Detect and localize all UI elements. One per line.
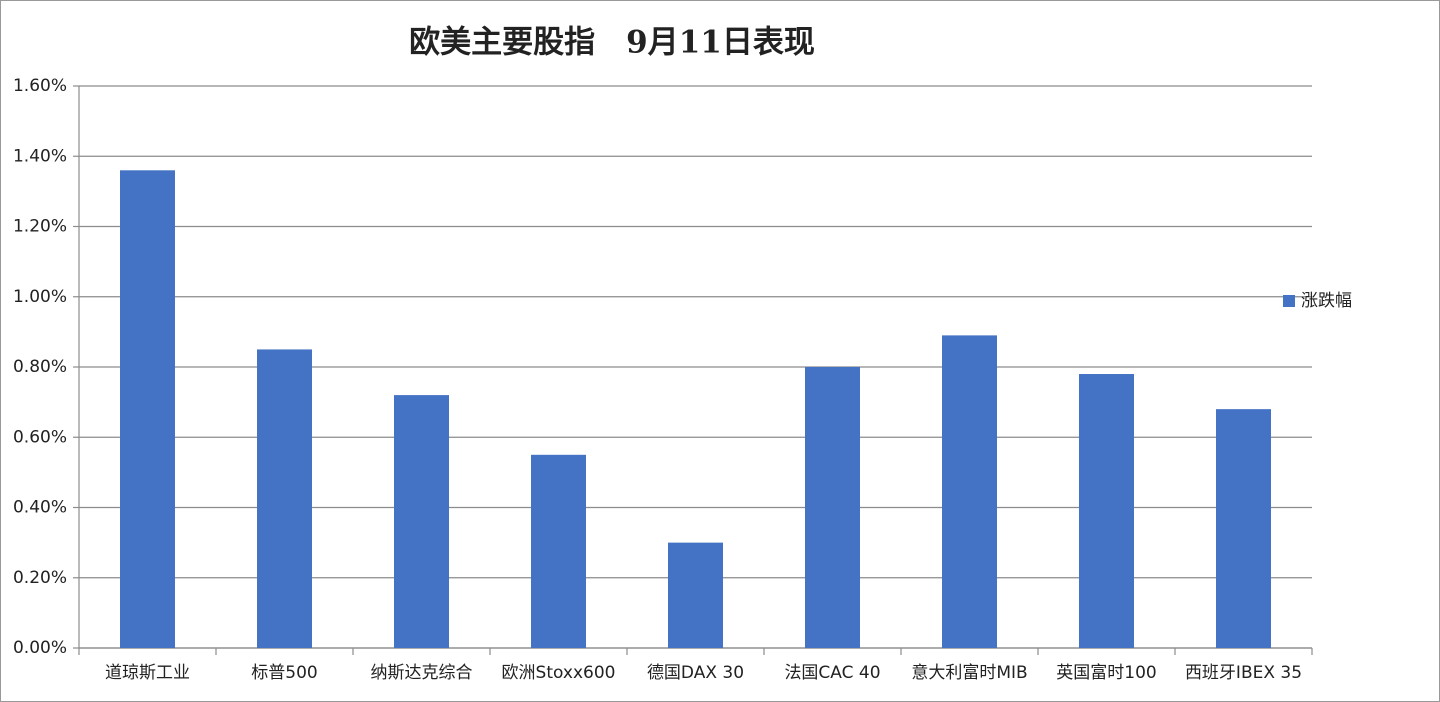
x-tick-label: 法国CAC 40	[784, 663, 880, 683]
x-tick-label: 纳斯达克综合	[371, 663, 473, 683]
y-tick-label: 0.20%	[13, 568, 67, 588]
x-tick-label: 英国富时100	[1056, 663, 1156, 683]
y-tick-label: 1.40%	[13, 146, 67, 166]
bar	[257, 349, 312, 648]
y-tick-label: 0.60%	[13, 427, 67, 447]
legend-swatch	[1283, 295, 1295, 307]
bar	[394, 395, 449, 648]
bar	[120, 170, 175, 649]
bar	[805, 367, 860, 648]
y-tick-label: 0.00%	[13, 638, 67, 658]
legend-label: 涨跌幅	[1301, 291, 1352, 311]
y-tick-label: 0.80%	[13, 357, 67, 377]
bar	[668, 542, 723, 648]
x-tick-label: 德国DAX 30	[647, 663, 744, 683]
bar	[1216, 409, 1271, 648]
y-tick-label: 0.40%	[13, 498, 67, 518]
x-tick-label: 西班牙IBEX 35	[1185, 663, 1302, 683]
y-tick-label: 1.60%	[13, 76, 67, 96]
y-tick-label: 1.20%	[13, 217, 67, 237]
x-tick-label: 标普500	[251, 663, 317, 683]
chart-title: 欧美主要股指 9月11日表现	[409, 25, 815, 61]
x-tick-label: 意大利富时MIB	[911, 663, 1027, 683]
bar	[1079, 374, 1134, 648]
x-tick-label: 道琼斯工业	[105, 663, 190, 683]
bar	[942, 335, 997, 648]
y-tick-label: 1.00%	[13, 287, 67, 307]
bar	[531, 454, 586, 648]
x-tick-label: 欧洲Stoxx600	[502, 663, 616, 683]
